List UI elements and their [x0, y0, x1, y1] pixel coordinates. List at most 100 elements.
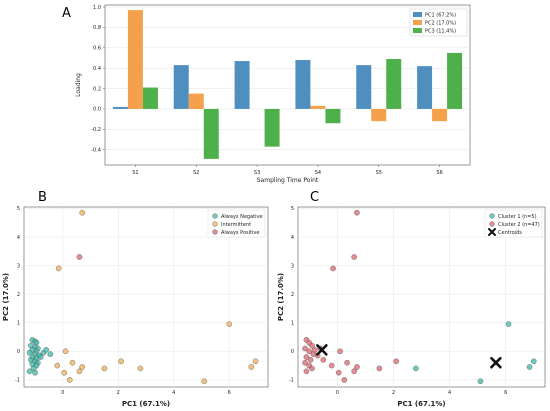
scatter-point: [76, 368, 83, 375]
scatter-point: [62, 348, 69, 355]
y-tick-label: 3: [291, 263, 294, 269]
x-tick-label: S2: [193, 170, 199, 176]
scatter-point: [101, 365, 108, 372]
scatter-point: [505, 321, 512, 327]
scatter-point: [302, 359, 308, 366]
bar-s2-pc2: [188, 93, 204, 109]
scatter-point: [118, 358, 124, 365]
x-tick-label: 4: [448, 390, 451, 396]
legend: Cluster 1 (n=5) Cluster 2 (n=47) Centroids: [484, 209, 543, 238]
legend-label: PC1 (67.2%): [425, 13, 456, 19]
bar-s1-pc2: [127, 10, 143, 109]
bar-s2-pc1: [173, 65, 189, 109]
centroid-marker: [316, 344, 328, 356]
legend-swatch: [413, 12, 422, 17]
x-axis-label: PC1 (67.1%): [122, 400, 170, 408]
bar-s6-pc1: [417, 66, 433, 109]
legend-marker: [489, 221, 495, 227]
scatter-point: [306, 348, 313, 355]
y-axis-label: PC2 (17.0%): [277, 273, 285, 321]
bar-s3-pc1: [234, 61, 250, 109]
x-tick-label: S4: [315, 170, 321, 176]
y-tick-label: 0.8: [93, 25, 101, 31]
scatter-point: [526, 364, 533, 370]
y-tick-label: 0: [291, 349, 294, 355]
y-tick-label: -0.4: [91, 148, 101, 154]
x-tick-label: 2: [392, 390, 395, 396]
y-tick-label: 0.2: [93, 86, 101, 92]
scatter-point: [320, 357, 327, 363]
scatter-point: [303, 354, 310, 360]
scatter-point: [344, 359, 350, 366]
y-tick-label: -1: [15, 378, 20, 384]
scatter-point: [47, 351, 54, 357]
scatter-point: [69, 359, 76, 366]
scatter-point: [309, 342, 315, 349]
panel-a: A -0.4 -0.2 0.0 0.2 0.4 0.6 0.8 1.0 S1 S2 S3 S4 S5 S6 S…: [62, 4, 471, 184]
bar-s6-pc2: [432, 108, 448, 122]
panel-letter: A: [62, 6, 71, 21]
scatter-point: [303, 368, 310, 375]
scatter-point: [79, 364, 86, 370]
scatter-point: [351, 254, 357, 260]
bar-s5-pc1: [356, 65, 372, 109]
x-tick-label: S5: [376, 170, 382, 176]
y-tick-label: 5: [17, 206, 20, 212]
scatter-point: [328, 362, 335, 369]
y-tick-label: 0.0: [93, 107, 101, 113]
bar-s4-pc3: [325, 108, 341, 124]
y-tick-label: 2: [291, 292, 294, 298]
scatter-point: [302, 345, 308, 352]
y-tick-label: 3: [17, 263, 20, 269]
panel-c: C -1 0 1 2 3 4 5 0 2 4 6 PC1 (67.1%) PC2 (17.0%) Clust…: [277, 190, 546, 408]
bar-s1-pc1: [112, 106, 128, 109]
scatter-point: [530, 358, 537, 365]
panel-letter: C: [310, 190, 319, 205]
scatter-point: [226, 321, 232, 327]
y-tick-label: 2: [17, 292, 20, 298]
y-tick-label: 5: [291, 206, 294, 212]
plot-frame: [104, 4, 471, 166]
scatter-point: [252, 358, 259, 365]
scatter-point: [137, 365, 144, 372]
x-tick-label: 4: [172, 390, 175, 396]
legend-label: Cluster 2 (n=47): [498, 222, 540, 228]
legend-marker: [212, 229, 218, 235]
scatter-point: [307, 357, 314, 363]
y-tick-label: -0.2: [91, 127, 101, 133]
scatter-point: [354, 364, 360, 370]
y-tick-label: 4: [291, 235, 294, 241]
y-tick-label: 4: [17, 235, 20, 241]
scatter-point: [309, 365, 315, 372]
scatter-point: [393, 358, 400, 365]
legend: PC1 (67.2%) PC2 (17.0%) PC3 (11.4%): [409, 8, 468, 37]
legend-marker: [488, 228, 496, 236]
scatter-point: [341, 377, 348, 383]
bar-s2-pc3: [203, 108, 219, 159]
scatter-point: [351, 368, 357, 375]
legend-label: Cluster 1 (n=5): [498, 214, 537, 220]
scatter-point: [76, 254, 83, 260]
y-tick-label: 1: [291, 321, 294, 327]
bar-s1-pc3: [142, 87, 158, 109]
scatter-point: [312, 347, 318, 353]
x-axis-label: PC1 (67.1%): [397, 400, 445, 408]
scatter-point: [337, 348, 343, 355]
y-axis-label: PC2 (17.0%): [2, 273, 10, 321]
bar-s5-pc3: [386, 59, 402, 109]
legend-marker: [212, 213, 218, 219]
bar-s6-pc3: [447, 52, 463, 109]
legend-label: PC2 (17.0%): [425, 21, 456, 27]
legend-label: Always Negative: [221, 214, 263, 220]
scatter-point: [66, 377, 73, 383]
bar-s4-pc2: [310, 105, 326, 109]
legend-swatch: [413, 20, 422, 25]
scatter-point: [37, 354, 44, 360]
legend-label: Always Positive: [221, 230, 259, 236]
x-tick-label: 0: [61, 390, 64, 396]
legend-marker: [212, 221, 218, 227]
scatter-point: [335, 369, 342, 376]
x-tick-label: S3: [254, 170, 260, 176]
scatter-point: [55, 265, 62, 272]
